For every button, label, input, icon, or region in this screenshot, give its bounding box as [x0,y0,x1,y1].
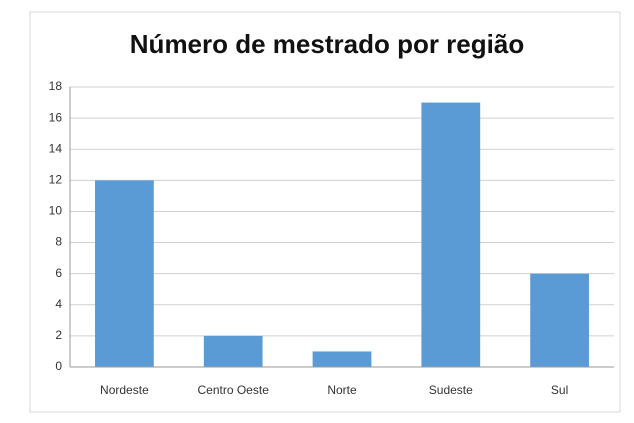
x-tick-label: Sudeste [429,383,473,397]
y-tick-label: 18 [49,79,63,93]
y-tick-label: 10 [49,204,63,218]
chart-title: Número de mestrado por região [130,29,524,59]
x-tick-label: Nordeste [100,383,149,397]
y-tick-label: 4 [55,297,62,311]
y-tick-label: 0 [55,359,62,373]
x-tick-label: Norte [327,383,357,397]
y-tick-label: 8 [55,235,62,249]
y-tick-label: 16 [49,110,63,124]
bar [530,273,589,367]
bar [203,335,263,367]
x-tick-label: Sul [551,383,568,397]
bar [421,102,481,368]
y-tick-label: 12 [49,173,63,187]
bar [95,180,154,367]
y-tick-label: 14 [49,141,63,155]
bar [312,351,372,367]
x-tick-label: Centro Oeste [198,383,270,397]
y-tick-label: 2 [55,328,62,342]
y-tick-label: 6 [55,266,62,280]
